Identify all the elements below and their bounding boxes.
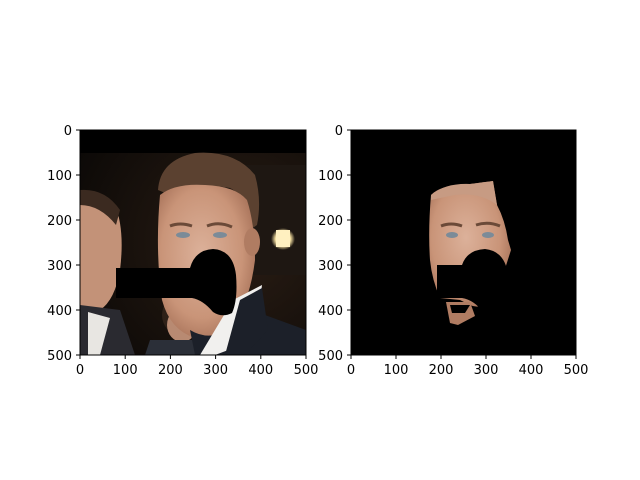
right-image — [351, 130, 576, 355]
right-xtick-label: 200 — [429, 363, 454, 378]
left-xtick-label: 400 — [248, 363, 273, 378]
left-xtick-label: 300 — [203, 363, 228, 378]
left-axes-frame — [79, 129, 307, 356]
right-ytick-label: 0 — [335, 124, 343, 139]
right-xtick-label: 0 — [347, 363, 355, 378]
left-ytick-label: 400 — [47, 304, 72, 319]
right-ytick-label: 100 — [318, 169, 343, 184]
left-ytick-label: 100 — [47, 169, 72, 184]
left-xtick-label: 200 — [158, 363, 183, 378]
left-ytick-label: 200 — [47, 214, 72, 229]
left-ytick-label: 500 — [47, 349, 72, 364]
right-ytick-label: 500 — [318, 349, 343, 364]
left-xtick-label: 0 — [76, 363, 84, 378]
right-ytick-label: 300 — [318, 259, 343, 274]
left-xtick-label: 100 — [113, 363, 138, 378]
right-axes-frame — [350, 129, 577, 356]
right-xtick-label: 500 — [564, 363, 589, 378]
right-xtick-label: 100 — [384, 363, 409, 378]
right-ytick-label: 400 — [318, 304, 343, 319]
left-ytick-label: 0 — [64, 124, 72, 139]
right-xtick-label: 300 — [474, 363, 499, 378]
left-xtick-label: 500 — [294, 363, 319, 378]
right-ytick-label: 200 — [318, 214, 343, 229]
right-xtick-label: 400 — [519, 363, 544, 378]
left-ytick-label: 300 — [47, 259, 72, 274]
left-image — [80, 130, 306, 355]
